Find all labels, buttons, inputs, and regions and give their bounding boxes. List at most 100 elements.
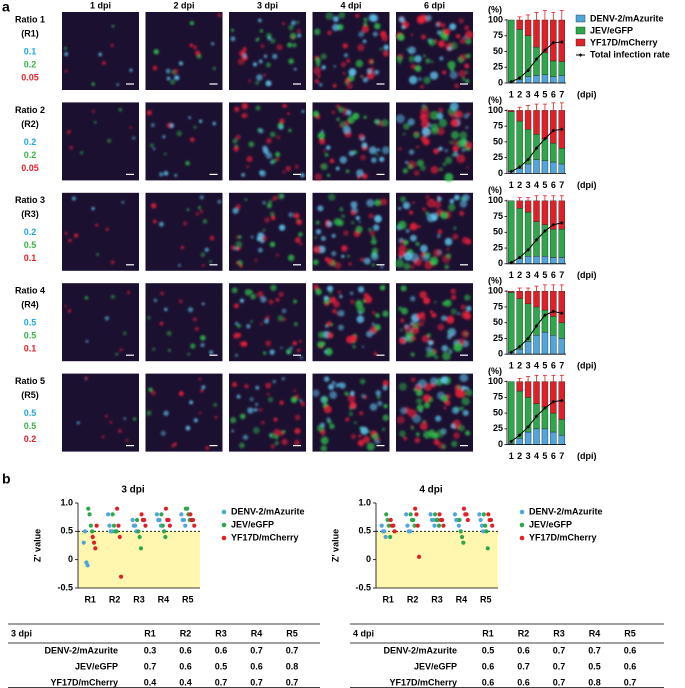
cell (398, 382, 407, 391)
cell (300, 401, 306, 407)
cell (270, 444, 275, 449)
cell (329, 391, 338, 399)
cell (460, 304, 466, 310)
micrograph (395, 12, 474, 90)
cell (450, 288, 457, 295)
cell (449, 23, 457, 31)
line-marker (509, 260, 514, 265)
micrograph (229, 102, 306, 181)
cell (451, 295, 457, 300)
cell (314, 173, 323, 181)
cell (320, 53, 327, 60)
cell (260, 43, 265, 48)
cell (212, 67, 216, 70)
cell (269, 349, 275, 355)
table-header: R5 (624, 628, 636, 638)
error-bar (534, 374, 539, 382)
table-cell: 0.8 (588, 677, 601, 687)
cell (67, 309, 72, 313)
cell (270, 38, 276, 44)
x-tick-label: 4 (534, 361, 539, 371)
cell (379, 284, 386, 291)
y-tick-label: 25 (493, 333, 503, 343)
bar-segment (550, 76, 557, 84)
cell (255, 80, 260, 85)
bar-segment (533, 200, 540, 222)
micrograph-bg (145, 283, 223, 362)
cell (242, 53, 248, 58)
cell (335, 104, 340, 109)
cells (312, 104, 390, 181)
cell (288, 212, 294, 218)
cell (370, 60, 374, 64)
point (483, 523, 488, 528)
cell (370, 252, 379, 261)
cell (237, 259, 243, 266)
cell (461, 385, 466, 391)
cell (335, 383, 340, 388)
cell (64, 46, 67, 50)
cell (360, 154, 366, 161)
x-tick-label: 5 (542, 89, 547, 99)
cell (414, 65, 422, 72)
point (411, 517, 416, 523)
cell (153, 49, 159, 55)
cell (281, 438, 288, 446)
cell (459, 373, 469, 383)
cell (435, 415, 442, 422)
micrograph (62, 283, 139, 362)
bar-segment (533, 291, 540, 308)
cell (241, 172, 246, 177)
cell (409, 210, 413, 215)
cell (449, 102, 459, 111)
cell (348, 150, 355, 157)
cell (362, 77, 369, 83)
cell (400, 196, 407, 203)
cell (446, 253, 452, 259)
cell (349, 299, 355, 305)
cell (270, 284, 277, 291)
x-tick-label: R2 (407, 594, 419, 604)
cell (396, 415, 405, 424)
line-marker (551, 309, 556, 314)
cell (122, 331, 127, 336)
cell (371, 157, 377, 163)
point (435, 517, 440, 523)
cell (230, 245, 235, 250)
error-bar (526, 287, 531, 292)
cell (242, 434, 249, 441)
cell (276, 135, 281, 140)
cell (416, 404, 424, 412)
line-marker (509, 439, 514, 444)
cell (326, 285, 334, 292)
cell (361, 393, 366, 399)
cell (437, 196, 442, 202)
point (413, 506, 418, 511)
cell (452, 145, 459, 152)
point (432, 512, 438, 517)
cell (329, 423, 335, 430)
cells (64, 196, 125, 265)
cell (276, 157, 280, 161)
point (379, 523, 384, 528)
cell (246, 324, 251, 329)
y-tick-label: 25 (493, 423, 503, 433)
point (117, 534, 122, 540)
cell (64, 52, 69, 56)
point (160, 523, 165, 528)
legend-label: YF17D/mCherry (529, 532, 597, 542)
cell (292, 42, 297, 48)
cell (258, 408, 263, 412)
cell (262, 145, 268, 151)
cell (464, 332, 468, 336)
cell (449, 71, 458, 80)
micrograph-bg (62, 192, 139, 271)
bar-segment (550, 60, 557, 77)
cell (104, 414, 108, 418)
cell (456, 385, 461, 389)
cell (447, 330, 451, 334)
point (181, 517, 187, 523)
chart-title: 3 dpi (121, 485, 145, 496)
error-bar (559, 284, 564, 292)
cell (402, 168, 408, 174)
